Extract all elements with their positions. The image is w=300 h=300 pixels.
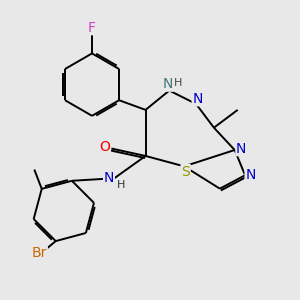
Text: N: N [192, 92, 203, 106]
Text: S: S [181, 165, 190, 179]
Text: N: N [104, 171, 114, 185]
Text: N: N [163, 77, 173, 91]
Text: N: N [236, 142, 246, 155]
Text: F: F [88, 20, 96, 34]
Text: H: H [117, 180, 125, 190]
Text: H: H [174, 78, 182, 88]
Text: N: N [245, 168, 256, 182]
Text: Br: Br [32, 246, 47, 260]
Text: O: O [99, 140, 110, 154]
